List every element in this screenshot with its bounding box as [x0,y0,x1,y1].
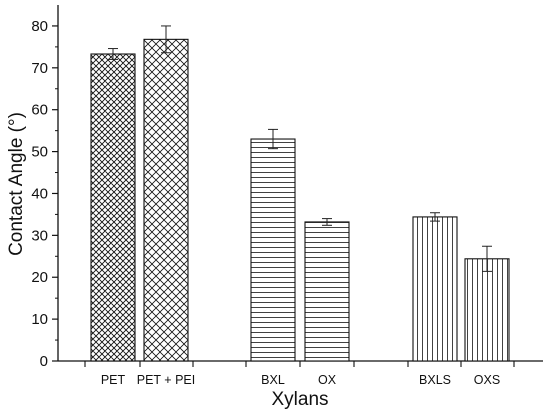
error-bars-group [108,25,492,272]
y-tick-label: 10 [31,311,48,328]
error-bar [482,245,492,272]
y-axis-ticks: 0 10 20 30 40 50 60 70 80 [31,18,58,370]
category-label: PET + PEI [137,373,195,387]
y-tick-label: 20 [31,269,48,286]
error-bar [322,218,332,226]
bar-oxs [464,258,510,362]
category-label: BXLS [419,373,451,387]
bar-pet-pei [143,38,189,362]
error-bar [161,25,171,54]
category-label: PET [101,373,126,387]
bar-bxl [250,138,296,362]
y-tick-label: 30 [31,227,48,244]
bar-pet [90,53,136,362]
error-bar [430,212,440,222]
category-label: BXL [261,373,285,387]
bar-bxls [412,216,458,362]
category-label: OXS [474,373,500,387]
x-axis-ticks [84,361,515,367]
y-tick-label: 70 [31,60,48,77]
y-tick-label: 0 [40,353,48,370]
bar-ox [304,221,350,362]
y-tick-label: 60 [31,102,48,119]
category-label: OX [318,373,337,387]
category-labels: PET PET + PEI BXL OX BXLS OXS [101,373,500,387]
error-bar [268,128,278,150]
y-tick-label: 40 [31,185,48,202]
y-tick-label: 50 [31,144,48,161]
bars-group [90,38,510,362]
y-axis-title: Contact Angle (°) [6,112,27,256]
y-tick-label: 80 [31,18,48,35]
x-axis-title: Xylans [271,389,328,410]
error-bar [108,48,118,60]
